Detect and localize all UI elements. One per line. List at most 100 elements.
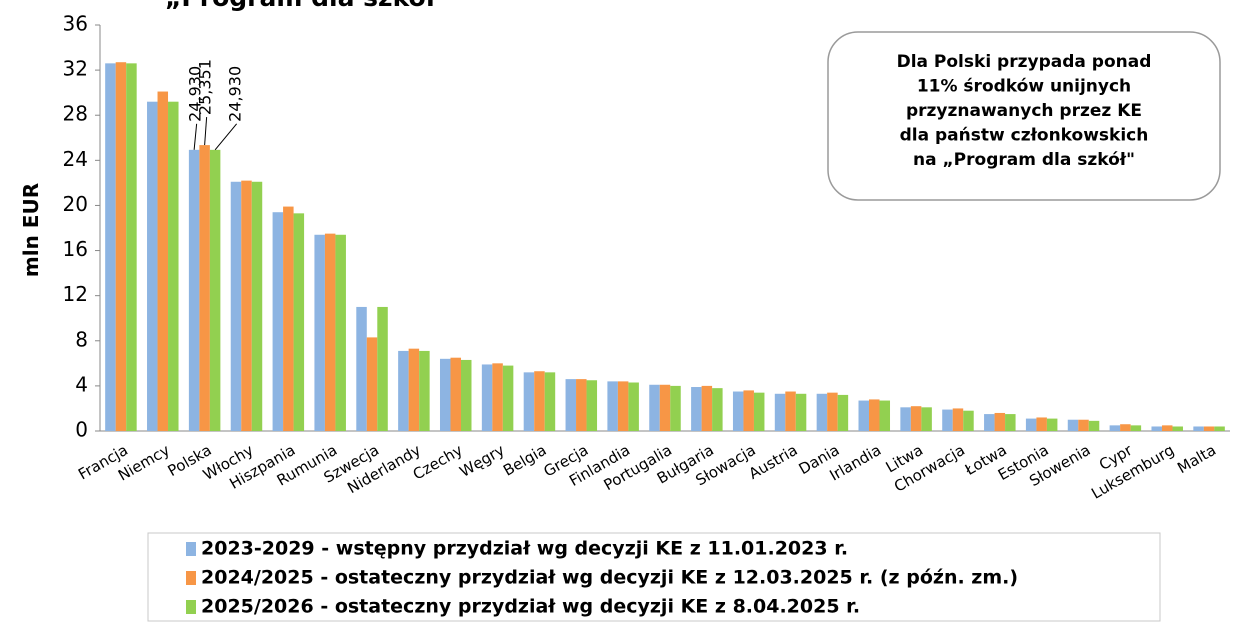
bar bbox=[460, 359, 472, 431]
annotation-line: na „Program dla szkół" bbox=[913, 150, 1135, 170]
bar bbox=[1214, 426, 1225, 431]
bar bbox=[1036, 417, 1047, 431]
bar bbox=[565, 379, 577, 431]
bar bbox=[921, 407, 932, 431]
y-tick-label: 12 bbox=[63, 282, 88, 306]
bar bbox=[1130, 425, 1142, 431]
bar bbox=[251, 181, 263, 431]
bar bbox=[858, 400, 870, 431]
bar bbox=[408, 348, 420, 431]
bar bbox=[209, 149, 221, 431]
bar bbox=[910, 406, 922, 431]
x-tick-label: Belgia bbox=[500, 441, 549, 480]
bar bbox=[900, 407, 911, 431]
bar bbox=[366, 337, 378, 431]
label-leader bbox=[214, 123, 238, 151]
bar bbox=[691, 387, 702, 431]
bar bbox=[534, 371, 545, 431]
bar bbox=[816, 393, 828, 431]
bar bbox=[827, 392, 838, 431]
legend-marker bbox=[186, 600, 196, 614]
bar bbox=[1203, 426, 1215, 431]
bar bbox=[952, 408, 964, 431]
bar bbox=[701, 385, 713, 431]
bar bbox=[670, 385, 681, 431]
bar bbox=[324, 233, 336, 431]
label-leader bbox=[204, 117, 208, 146]
bar bbox=[523, 372, 535, 431]
annotation-line: Dla Polski przypada ponad bbox=[897, 52, 1152, 72]
bar bbox=[628, 382, 639, 431]
x-tick-label: Malta bbox=[1174, 441, 1219, 477]
annotation-box bbox=[827, 31, 1221, 201]
bar bbox=[168, 101, 179, 431]
bar bbox=[837, 394, 849, 431]
bar bbox=[314, 234, 325, 431]
bar bbox=[188, 149, 200, 431]
bar bbox=[157, 91, 169, 432]
bar bbox=[586, 380, 598, 431]
bar bbox=[942, 409, 953, 431]
bar bbox=[492, 363, 503, 431]
bar bbox=[272, 212, 284, 431]
bar bbox=[753, 392, 765, 431]
bar bbox=[1151, 426, 1162, 431]
bar bbox=[199, 145, 210, 432]
bar bbox=[335, 234, 346, 431]
bar bbox=[293, 213, 305, 431]
bar bbox=[147, 101, 158, 431]
bar bbox=[230, 181, 242, 431]
annotation-line: dla państw członkowskich bbox=[900, 126, 1149, 146]
bar bbox=[879, 400, 891, 431]
bar bbox=[241, 180, 252, 431]
x-tick-label: Luksemburg bbox=[1088, 441, 1177, 503]
bar bbox=[481, 364, 493, 431]
y-tick-label: 24 bbox=[63, 147, 88, 171]
bar bbox=[439, 358, 451, 431]
bar bbox=[659, 384, 671, 431]
y-tick-label: 8 bbox=[75, 327, 88, 351]
bar bbox=[1078, 419, 1089, 431]
bar bbox=[115, 62, 127, 431]
annotation-line: 11% środków unijnych bbox=[917, 77, 1131, 97]
annotation-line: przyznawanych przez KE bbox=[906, 101, 1142, 121]
bar bbox=[1161, 425, 1173, 431]
bar bbox=[419, 350, 430, 431]
y-tick-label: 32 bbox=[63, 57, 88, 81]
bar bbox=[1193, 426, 1204, 431]
x-tick-label: Węgry bbox=[456, 441, 507, 481]
bar bbox=[743, 390, 754, 431]
legend-marker bbox=[186, 571, 196, 585]
legend-label: 2024/2025 - ostateczny przydział wg decy… bbox=[201, 567, 1018, 589]
bar bbox=[105, 63, 116, 431]
bar bbox=[450, 357, 461, 431]
bar bbox=[398, 350, 409, 431]
bar bbox=[283, 206, 294, 431]
bar bbox=[607, 381, 618, 431]
bar bbox=[963, 410, 974, 431]
bar bbox=[984, 414, 995, 431]
legend-box bbox=[147, 532, 1161, 622]
bar bbox=[1005, 414, 1016, 431]
y-tick-label: 16 bbox=[63, 237, 88, 261]
bar bbox=[356, 306, 367, 431]
bar bbox=[1120, 424, 1131, 431]
y-tick-label: 36 bbox=[63, 12, 88, 36]
bar bbox=[502, 365, 514, 431]
bar bbox=[732, 391, 744, 431]
chart-title: „Program dla szkół bbox=[165, 0, 436, 12]
bar bbox=[1067, 419, 1079, 431]
y-axis-label: mln EUR bbox=[19, 183, 43, 277]
bar bbox=[1172, 426, 1183, 431]
bar bbox=[576, 379, 587, 431]
bar bbox=[774, 393, 786, 431]
legend-marker bbox=[186, 542, 196, 556]
bar bbox=[994, 412, 1006, 431]
y-tick-label: 0 bbox=[75, 418, 88, 442]
bar bbox=[1025, 418, 1037, 431]
bar bbox=[712, 388, 723, 431]
bar bbox=[1046, 418, 1058, 431]
value-label: 25,351 bbox=[196, 59, 215, 115]
bar bbox=[649, 384, 660, 431]
